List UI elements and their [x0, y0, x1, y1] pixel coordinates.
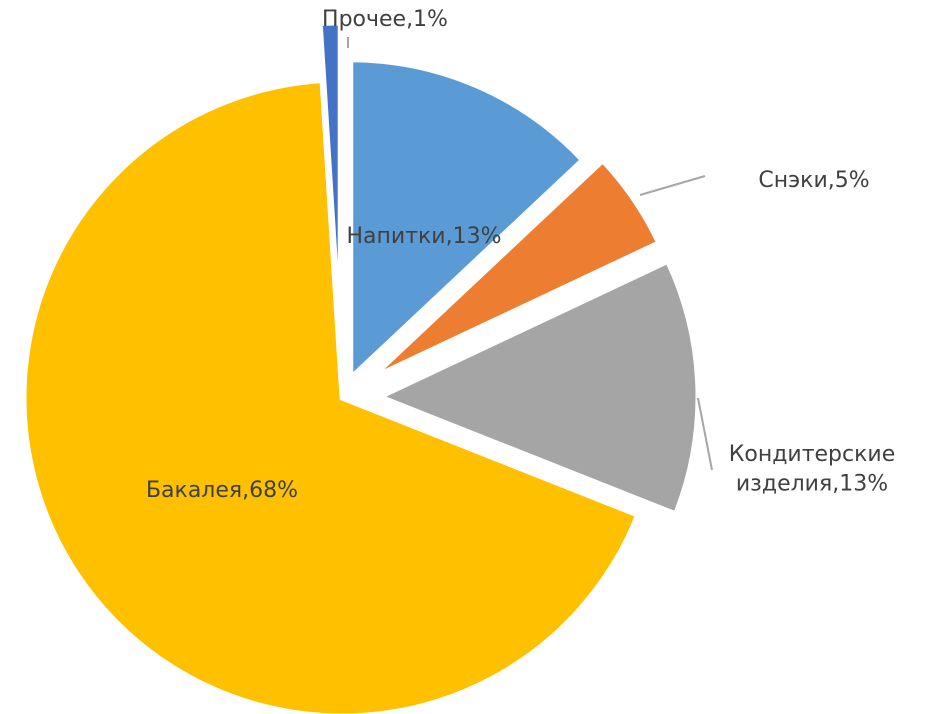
leader-line	[697, 397, 713, 471]
slices-layer	[21, 20, 701, 714]
data-label: Бакалея,68%	[146, 478, 298, 503]
data-label-line: Напитки,13%	[347, 224, 502, 249]
pie-slice[interactable]	[373, 258, 701, 518]
pie-slice-group-5	[317, 20, 343, 342]
data-label-line: изделия,13%	[736, 472, 888, 497]
data-label-line: Снэки,5%	[758, 168, 869, 193]
pie-slice-group-4	[21, 77, 641, 714]
data-label: Прочее,1%	[322, 7, 448, 32]
data-label: Снэки,5%	[758, 168, 869, 193]
pie-slice[interactable]	[21, 77, 641, 714]
data-label-line: Кондитерские	[729, 442, 896, 467]
data-label: Кондитерские изделия,13%	[729, 442, 896, 497]
data-label-line: Прочее,1%	[322, 7, 448, 32]
pie-slice-group-2	[369, 157, 663, 381]
pie-slice-group-1	[348, 57, 587, 384]
pie-slice-group-3	[373, 258, 701, 518]
data-label: Напитки,13%	[347, 224, 502, 249]
pie-slice[interactable]	[369, 157, 663, 381]
leader-lines-layer	[347, 37, 713, 471]
pie-slice[interactable]	[348, 57, 587, 384]
leader-line	[639, 175, 706, 196]
pie-slice[interactable]	[317, 20, 343, 342]
data-labels-layer: Напитки,13% Снэки,5% Кондитерские изделия,1…	[146, 7, 895, 503]
data-label-line: Бакалея,68%	[146, 478, 298, 503]
